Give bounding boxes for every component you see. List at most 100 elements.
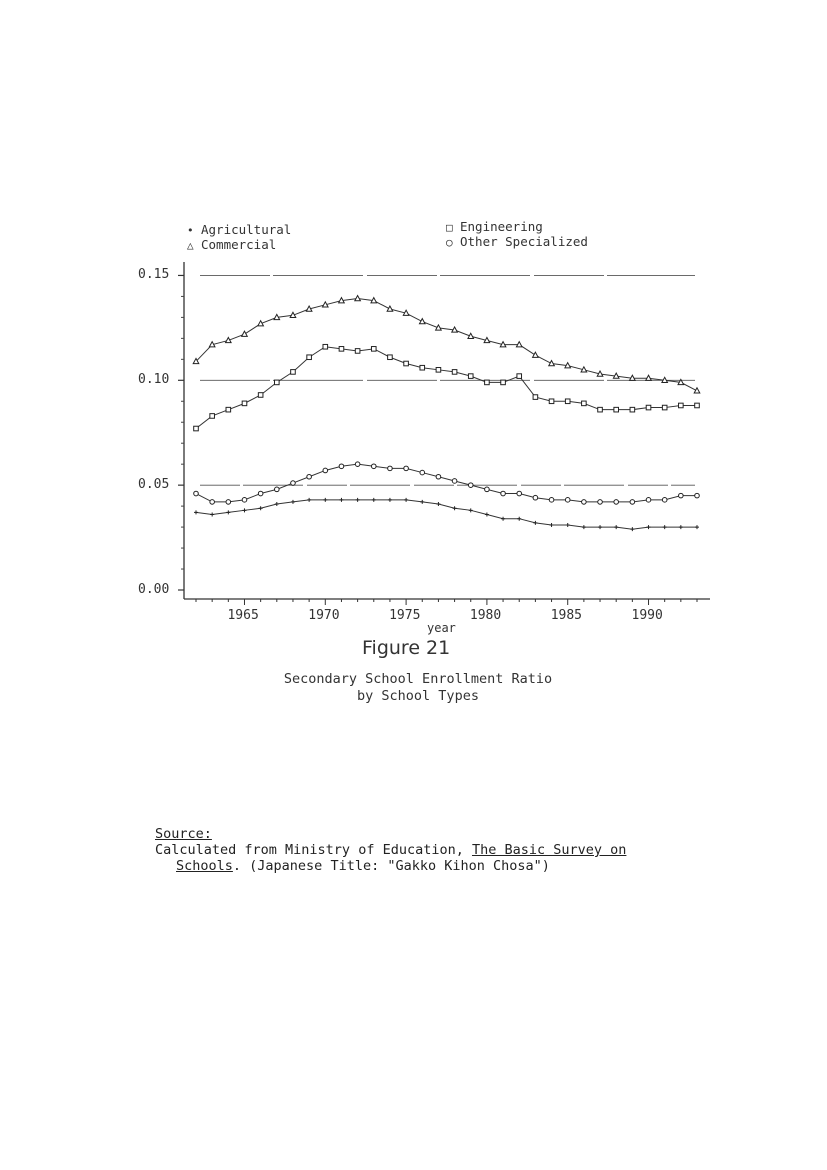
data-point-square: [193, 425, 199, 432]
data-point-circle: [484, 486, 490, 493]
data-point-square: [387, 354, 393, 361]
data-point-plus: [517, 516, 522, 521]
data-point-triangle: [370, 296, 378, 304]
data-point-square: [274, 379, 280, 386]
data-point-plus: [194, 510, 198, 515]
x-tick-label: 1975: [389, 608, 421, 623]
data-point-square: [678, 402, 684, 409]
data-point-plus: [549, 522, 554, 527]
data-point-triangle: [321, 300, 329, 308]
data-point-triangle: [418, 317, 426, 325]
series-line: [195, 298, 698, 392]
data-point-circle: [290, 480, 296, 486]
data-point-plus: [258, 506, 263, 511]
data-point-plus: [662, 525, 667, 530]
data-point-triangle: [467, 332, 475, 339]
data-point-plus: [371, 497, 376, 502]
figure-caption-line2: by School Types: [357, 688, 479, 704]
data-point-square: [241, 400, 248, 407]
legend-item: ○ Other Specialized: [446, 234, 588, 249]
data-point-triangle: [305, 304, 313, 312]
data-point-triangle: [337, 296, 346, 304]
data-point-square: [451, 369, 458, 375]
data-point-square: [257, 392, 264, 398]
x-tick-label: 1985: [550, 608, 583, 623]
data-point-circle: [467, 482, 474, 488]
data-point-plus: [565, 522, 570, 527]
data-point-plus: [420, 499, 425, 504]
data-point-triangle: [612, 372, 620, 379]
data-point-square: [290, 369, 296, 375]
data-point-circle: [419, 469, 426, 476]
data-point-circle: [322, 467, 329, 474]
legend-label: Other Specialized: [460, 234, 588, 249]
data-point-square: [338, 346, 345, 352]
data-point-circle: [645, 497, 652, 503]
data-point-circle: [564, 497, 571, 503]
data-point-plus: [210, 512, 215, 517]
data-point-triangle: [353, 294, 362, 302]
data-point-circle: [661, 497, 668, 503]
data-point-circle: [193, 490, 199, 497]
data-point-square: [581, 400, 587, 407]
data-point-circle: [209, 499, 215, 505]
data-point-square: [645, 404, 652, 411]
data-point-plus: [581, 525, 586, 530]
data-point-square: [597, 406, 603, 413]
data-point-plus: [695, 525, 699, 530]
data-point-plus: [323, 497, 328, 502]
data-point-plus: [307, 497, 312, 502]
data-point-circle: [338, 463, 345, 470]
data-point-triangle: [257, 319, 265, 327]
data-point-circle: [274, 486, 280, 493]
legend-marker-icon: ○: [446, 236, 453, 249]
legend-marker-icon: △: [187, 239, 194, 252]
figure-number: Figure 21: [362, 637, 451, 659]
data-point-circle: [629, 499, 636, 505]
data-point-square: [532, 394, 539, 400]
data-point-circle: [678, 492, 684, 499]
data-point-square: [629, 406, 636, 413]
legend-label: Commercial: [201, 237, 277, 252]
source-line1: Calculated from Ministry of Education, T…: [155, 842, 626, 858]
data-point-circle: [435, 473, 442, 480]
data-point-circle: [354, 461, 361, 467]
data-point-triangle: [677, 378, 685, 386]
data-point-triangle: [224, 336, 232, 344]
legend-item: □ Engineering: [446, 219, 543, 234]
data-point-plus: [533, 520, 538, 525]
y-tick-label: 0.10: [138, 372, 170, 388]
data-point-circle: [548, 497, 555, 503]
data-point-plus: [387, 497, 392, 502]
data-point-triangle: [402, 309, 410, 316]
data-point-plus: [436, 502, 441, 507]
data-point-circle: [581, 499, 587, 505]
data-point-circle: [532, 494, 539, 501]
data-point-circle: [597, 499, 603, 505]
data-point-circle: [500, 490, 506, 497]
data-point-circle: [403, 465, 409, 472]
data-point-triangle: [450, 325, 459, 333]
legend-marker-icon: □: [446, 221, 453, 234]
data-point-plus: [355, 497, 360, 502]
data-point-plus: [678, 525, 683, 530]
data-point-plus: [226, 510, 231, 515]
data-point-square: [354, 348, 361, 354]
data-point-triangle: [596, 369, 604, 377]
data-point-plus: [404, 497, 409, 502]
data-point-triangle: [434, 323, 443, 331]
data-point-plus: [630, 527, 635, 532]
y-tick-label: 0.15: [138, 267, 170, 283]
data-point-circle: [613, 499, 619, 505]
y-tick-label: 0.00: [138, 582, 170, 597]
data-point-triangle: [564, 361, 572, 369]
x-tick-label: 1970: [308, 608, 340, 623]
data-point-triangle: [483, 336, 491, 344]
data-point-circle: [516, 490, 523, 497]
x-tick-label: 1965: [227, 608, 259, 623]
data-point-circle: [257, 490, 264, 497]
data-point-triangle: [515, 340, 523, 348]
data-point-plus: [598, 525, 603, 530]
data-point-square: [548, 398, 555, 405]
